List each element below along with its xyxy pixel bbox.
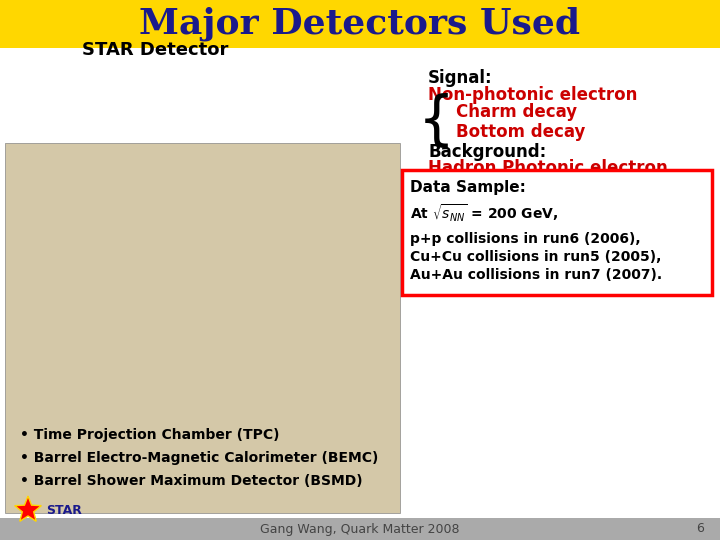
Text: • Barrel Shower Maximum Detector (BSMD): • Barrel Shower Maximum Detector (BSMD) xyxy=(20,474,363,488)
Text: • Barrel Electro-Magnetic Calorimeter (BEMC): • Barrel Electro-Magnetic Calorimeter (B… xyxy=(20,451,379,465)
FancyBboxPatch shape xyxy=(0,518,720,540)
Text: {: { xyxy=(418,93,454,151)
Text: vector meson decays: vector meson decays xyxy=(462,229,627,243)
Text: kaon decay: kaon decay xyxy=(462,217,551,231)
Text: Non-photonic electron: Non-photonic electron xyxy=(428,86,637,104)
Text: Gang Wang, Quark Matter 2008: Gang Wang, Quark Matter 2008 xyxy=(260,523,460,536)
Text: {: { xyxy=(433,172,459,210)
FancyBboxPatch shape xyxy=(0,0,720,48)
Text: Background:: Background: xyxy=(428,143,546,161)
FancyBboxPatch shape xyxy=(402,170,712,295)
Text: Cu+Cu collisions in run5 (2005),: Cu+Cu collisions in run5 (2005), xyxy=(410,250,662,264)
Text: Major Detectors Used: Major Detectors Used xyxy=(140,6,580,41)
Text: Au+Au collisions in run7 (2007).: Au+Au collisions in run7 (2007). xyxy=(410,268,662,282)
Text: p+p collisions in run6 (2006),: p+p collisions in run6 (2006), xyxy=(410,232,641,246)
FancyBboxPatch shape xyxy=(0,48,720,518)
Text: Hadron Photonic electron: Hadron Photonic electron xyxy=(428,159,667,177)
Text: Bottom decay: Bottom decay xyxy=(456,123,585,141)
Text: STAR Detector: STAR Detector xyxy=(82,41,228,59)
Text: η Dalitz decay: η Dalitz decay xyxy=(462,205,572,219)
Text: Photon conversion: Photon conversion xyxy=(464,177,611,191)
Text: • Time Projection Chamber (TPC): • Time Projection Chamber (TPC) xyxy=(20,428,279,442)
Text: 6: 6 xyxy=(696,523,704,536)
Text: π⁰ Dalitz decay: π⁰ Dalitz decay xyxy=(464,191,582,205)
Text: At $\sqrt{s_{NN}}$ = 200 GeV,: At $\sqrt{s_{NN}}$ = 200 GeV, xyxy=(410,202,559,224)
Text: STAR: STAR xyxy=(46,503,82,516)
Polygon shape xyxy=(14,496,41,521)
Bar xyxy=(5,143,400,513)
Text: Signal:: Signal: xyxy=(428,69,492,87)
Text: {: { xyxy=(429,201,459,246)
Text: Charm decay: Charm decay xyxy=(456,103,577,121)
Text: Data Sample:: Data Sample: xyxy=(410,180,526,195)
